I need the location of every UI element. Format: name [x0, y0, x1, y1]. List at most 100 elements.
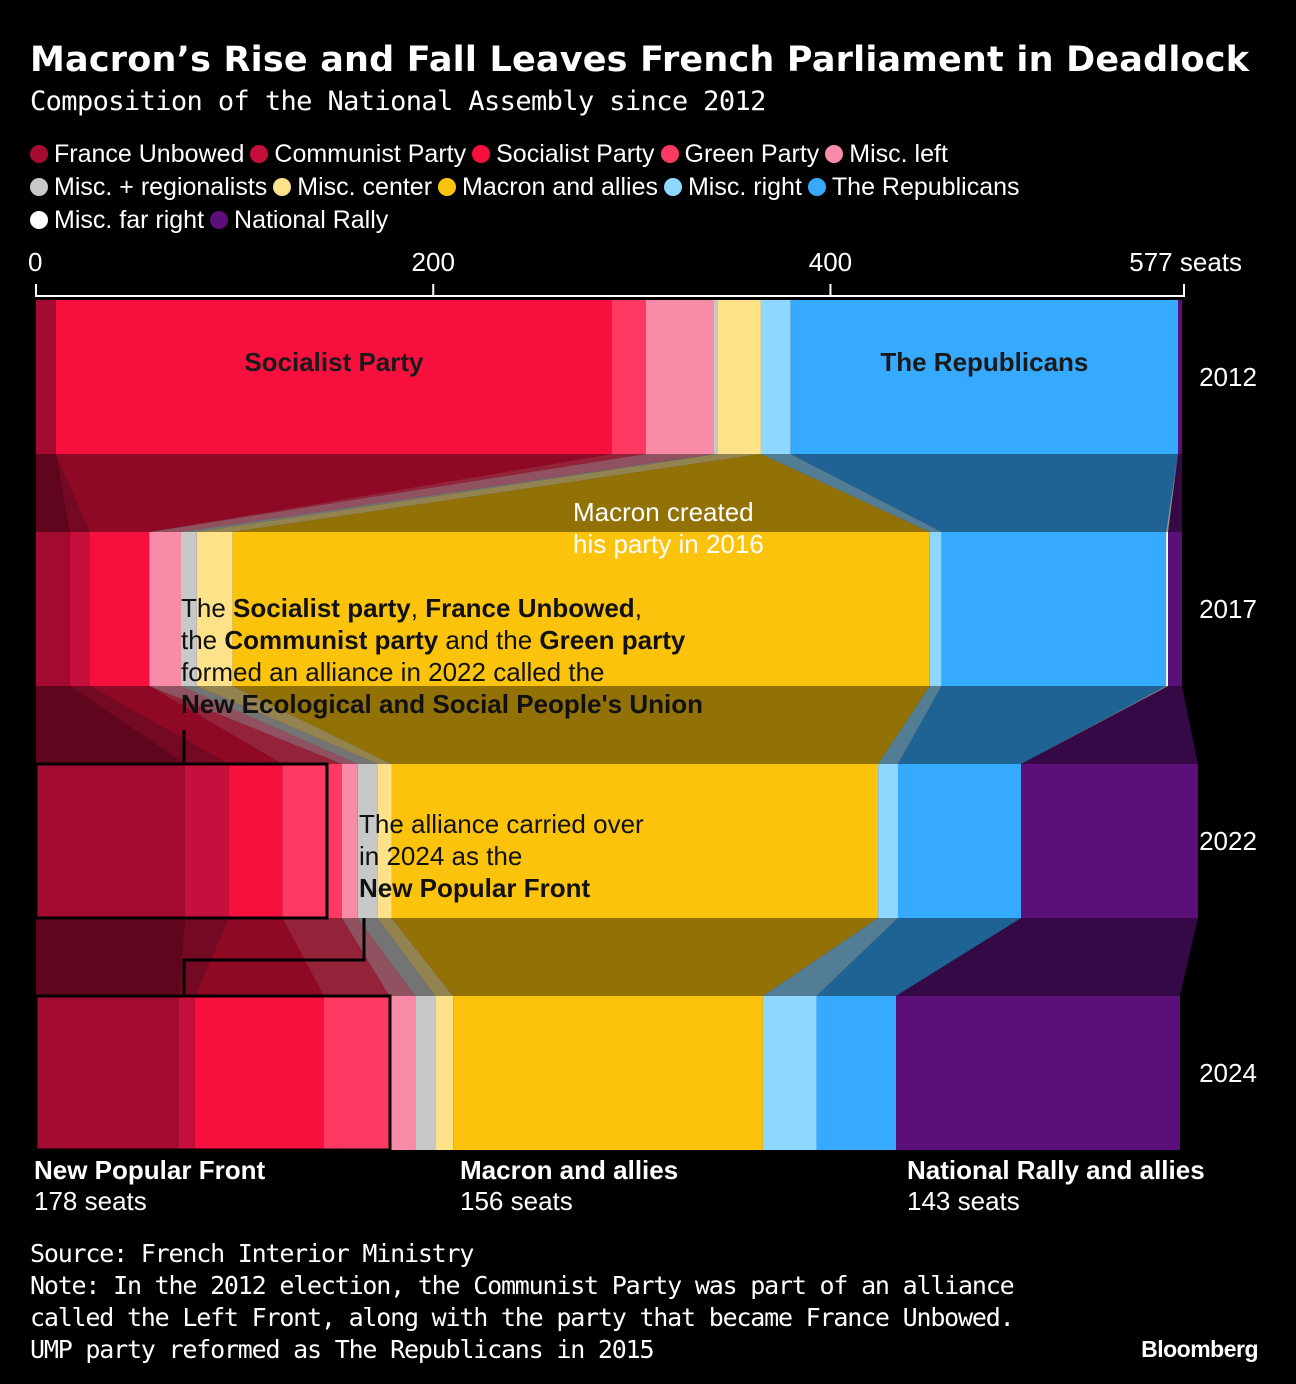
bar-segment [878, 764, 898, 918]
annotation-span: , [635, 593, 642, 623]
alliance-box [34, 762, 329, 920]
flow-link [179, 918, 229, 996]
legend-swatch [273, 178, 292, 196]
flow-link [196, 686, 392, 764]
chart-subtitle: Composition of the National Assembly sin… [30, 86, 766, 117]
legend-item: Misc. left [825, 138, 948, 170]
year-label: 2012 [1199, 362, 1257, 392]
bar-segment [36, 996, 180, 1150]
annotation-span: Green party [539, 625, 685, 655]
legend-item: Socialist Party [472, 138, 655, 170]
bar-label: The Republicans [880, 347, 1088, 377]
bar-segment [69, 532, 90, 686]
bar-segment [232, 532, 930, 686]
flow-link [282, 918, 390, 996]
flow-link [194, 918, 324, 996]
flow-link [89, 686, 283, 764]
bar-segment [1166, 532, 1169, 686]
bars: 2012 2017 2022 2024 Socialist Party The Repub… [36, 300, 1257, 1150]
x-axis: 0 200 400 577 seats [28, 247, 1242, 297]
bar-segment [196, 532, 233, 686]
bar-segment [36, 532, 70, 686]
flow-link [180, 686, 378, 764]
legend-label: Socialist Party [496, 140, 655, 168]
legend-swatch [660, 145, 679, 163]
bar-segment [282, 764, 342, 918]
bar-segment [36, 300, 56, 454]
flow-link [149, 686, 342, 764]
bar-segment [149, 532, 181, 686]
legend-swatch [472, 145, 491, 163]
legend: France Unbowed Communist Party Socialist P… [30, 138, 1280, 237]
bar-segment [453, 996, 763, 1150]
bar-segment [929, 532, 942, 686]
legend-label: Macron and allies [462, 173, 658, 201]
legend-item: Communist Party [250, 138, 466, 170]
alliance-box [34, 994, 392, 1152]
bar-segment [36, 764, 185, 918]
legend-label: France Unbowed [54, 140, 245, 168]
annotation-span: the [181, 625, 224, 655]
bar-segment [611, 300, 646, 454]
bottom-seats: 143 seats [907, 1186, 1020, 1216]
source-note: Source: French Interior Ministry [30, 1239, 474, 1268]
flow-link [762, 918, 898, 996]
annotation-leader [182, 918, 366, 996]
tick-label: 400 [809, 247, 852, 277]
flow-link [341, 918, 416, 996]
year-label: 2017 [1199, 594, 1257, 624]
year-label: 2024 [1199, 1058, 1257, 1088]
tick-label: 200 [412, 247, 455, 277]
flow-link [36, 918, 185, 996]
flow-link [69, 686, 229, 764]
flow-link [36, 454, 70, 532]
bar-segment [897, 764, 1022, 918]
annotation-span: The alliance carried over [359, 809, 644, 839]
legend-label: Communist Party [274, 140, 467, 168]
annotation-npf: The alliance carried over [359, 809, 644, 839]
bar-segment [391, 764, 879, 918]
bar-segment [1168, 532, 1182, 686]
legend-swatch [30, 211, 48, 229]
flow-link [149, 686, 358, 764]
tick-label: 577 seats [1129, 247, 1242, 277]
bottom-seats: 156 seats [460, 1186, 573, 1216]
flow-link [895, 918, 1198, 996]
annotation-npf: in 2024 as the [359, 841, 522, 871]
bar-segment [194, 996, 324, 1150]
annotation-span: and the [438, 625, 539, 655]
legend-label: Misc. center [297, 173, 433, 201]
flow-link [377, 918, 454, 996]
annotation-nupes: The Socialist party, France Unbowed, [181, 593, 642, 623]
legend-swatch [807, 178, 826, 196]
annotation-span: New Ecological and Social People's Union [181, 689, 703, 719]
bottom-label: Macron and allies [460, 1155, 678, 1185]
bar-segment [179, 996, 195, 1150]
annotation-span: Macron created [573, 497, 754, 527]
annotation-span: his party in 2016 [573, 529, 764, 559]
year-label: 2022 [1199, 826, 1257, 856]
legend-swatch [210, 211, 229, 229]
bar-segment [895, 996, 1181, 1150]
legend-item: Green Party [660, 138, 819, 170]
annotation-span: The [181, 593, 233, 623]
bar-segment [790, 300, 1179, 454]
chart-title: Macron’s Rise and Fall Leaves French Par… [30, 40, 1250, 80]
flow-link [760, 454, 942, 532]
flow-link [357, 918, 436, 996]
bar-segment [341, 764, 358, 918]
note-line-1: Note: In the 2012 election, the Communis… [30, 1271, 1015, 1300]
annotation-macron: Macron created [573, 497, 754, 527]
legend-label: The Republicans [831, 173, 1020, 201]
legend-swatch [663, 178, 682, 196]
annotation-npf: New Popular Front [359, 873, 590, 903]
legend-item: Misc. right [663, 171, 802, 203]
flow-link [897, 686, 1167, 764]
flow-link [391, 918, 879, 996]
bar-segment [415, 996, 436, 1150]
annotation-span: in 2024 as the [359, 841, 522, 871]
flow-link [55, 454, 612, 532]
bar-segment [55, 300, 612, 454]
legend-swatch [30, 145, 48, 163]
chart-area: 0 200 400 577 seats 2012 2017 2022 2024 Sociali… [28, 247, 1257, 1216]
